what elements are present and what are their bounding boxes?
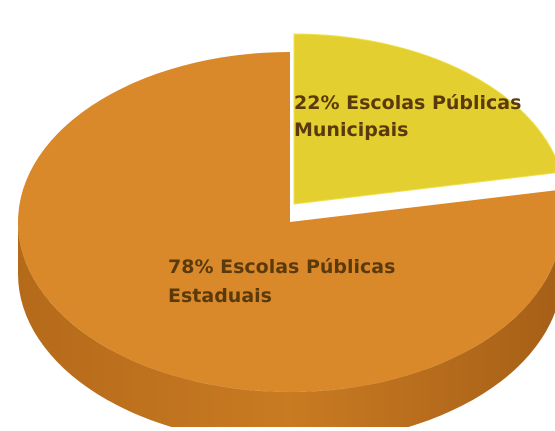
pie-slice-municipais — [293, 33, 555, 205]
slice-label-municipais-line1: 22% Escolas Públicas — [294, 92, 521, 114]
slice-label-municipais-line2: Municipais — [294, 119, 409, 141]
pie-slice-estaduais — [18, 52, 555, 392]
pie-side-wall — [18, 222, 555, 431]
slice-label-estaduais-line2: Estaduais — [168, 285, 272, 307]
slice-label-estaduais-line1: 78% Escolas Públicas — [168, 256, 395, 278]
